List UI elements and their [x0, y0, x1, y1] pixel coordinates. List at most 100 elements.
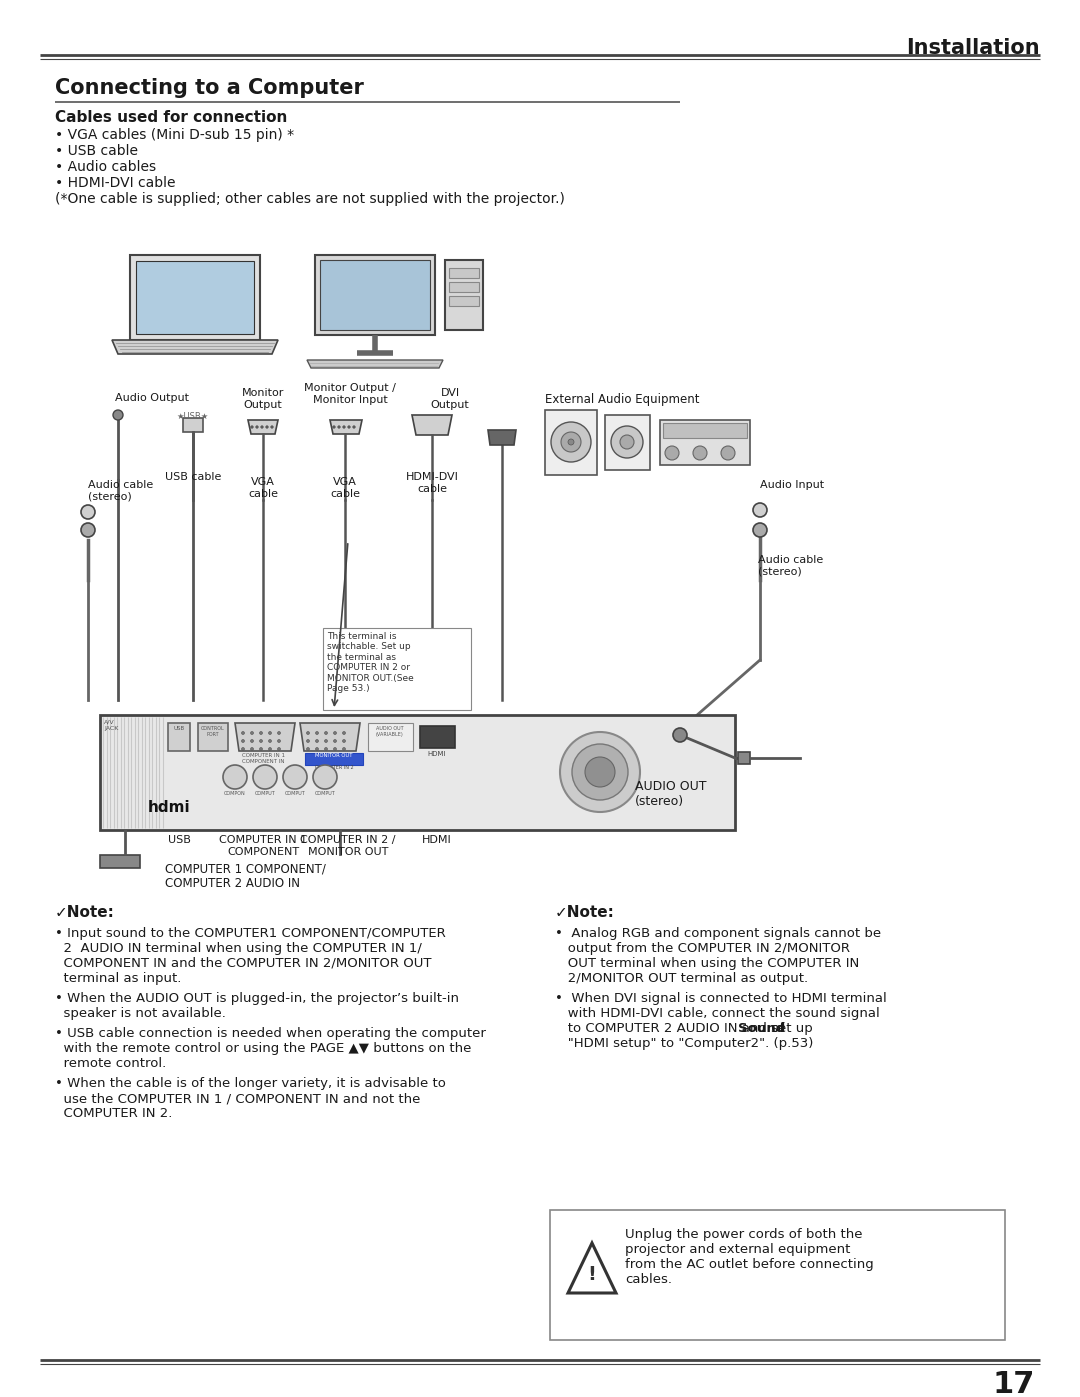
Text: • USB cable connection is needed when operating the computer
  with the remote c: • USB cable connection is needed when op… — [55, 1027, 486, 1070]
Circle shape — [307, 747, 310, 750]
Circle shape — [256, 426, 258, 429]
Text: • When the AUDIO OUT is plugged-in, the projector’s built-in
  speaker is not av: • When the AUDIO OUT is plugged-in, the … — [55, 992, 459, 1020]
Circle shape — [572, 745, 627, 800]
Text: COMPUT: COMPUT — [255, 791, 275, 796]
Bar — [323, 629, 471, 710]
Text: ✓Note:: ✓Note: — [555, 905, 615, 921]
Circle shape — [324, 747, 327, 750]
Polygon shape — [235, 724, 295, 752]
Text: Audio Output: Audio Output — [114, 393, 189, 402]
Circle shape — [271, 426, 273, 429]
Polygon shape — [411, 415, 453, 434]
Text: MONITOR OUT: MONITOR OUT — [315, 753, 353, 759]
Polygon shape — [320, 260, 430, 330]
Text: Audio cable
(stereo): Audio cable (stereo) — [87, 481, 153, 502]
Circle shape — [315, 739, 319, 742]
Text: External Audio Equipment: External Audio Equipment — [545, 393, 700, 407]
Circle shape — [665, 446, 679, 460]
Bar — [738, 752, 750, 764]
Circle shape — [620, 434, 634, 448]
Circle shape — [342, 426, 346, 429]
Circle shape — [283, 766, 307, 789]
Polygon shape — [112, 339, 278, 353]
Text: USB: USB — [167, 835, 190, 845]
Text: Cables used for connection: Cables used for connection — [55, 110, 287, 124]
Bar — [449, 268, 480, 278]
Circle shape — [259, 732, 262, 735]
Text: Audio cable
(stereo): Audio cable (stereo) — [758, 555, 823, 577]
Circle shape — [585, 757, 615, 787]
Text: Monitor Output /
Monitor Input: Monitor Output / Monitor Input — [305, 383, 396, 405]
Text: VGA
cable: VGA cable — [248, 476, 278, 499]
Text: Unplug the power cords of both the
projector and external equipment
from the AC : Unplug the power cords of both the proje… — [625, 1228, 874, 1287]
Circle shape — [324, 739, 327, 742]
Circle shape — [342, 747, 346, 750]
Text: to COMPUTER 2 AUDIO IN and set up: to COMPUTER 2 AUDIO IN and set up — [555, 1023, 816, 1035]
Circle shape — [342, 732, 346, 735]
Text: • USB cable: • USB cable — [55, 144, 138, 158]
Text: of: of — [767, 1023, 784, 1035]
Bar — [100, 715, 125, 830]
Circle shape — [551, 422, 591, 462]
Circle shape — [324, 732, 327, 735]
Bar — [550, 1210, 1005, 1340]
Polygon shape — [100, 715, 735, 830]
Circle shape — [266, 426, 268, 429]
Circle shape — [278, 739, 281, 742]
Text: COMPUTER IN 2: COMPUTER IN 2 — [314, 766, 353, 770]
Text: Monitor
Output: Monitor Output — [242, 388, 284, 409]
Circle shape — [113, 409, 123, 420]
Circle shape — [307, 739, 310, 742]
Polygon shape — [568, 1243, 616, 1294]
Text: 17: 17 — [993, 1370, 1035, 1397]
Circle shape — [278, 747, 281, 750]
Polygon shape — [330, 420, 362, 434]
Circle shape — [693, 446, 707, 460]
Text: HDMI: HDMI — [422, 835, 451, 845]
Polygon shape — [660, 420, 750, 465]
Circle shape — [334, 732, 337, 735]
Circle shape — [353, 426, 355, 429]
Circle shape — [673, 728, 687, 742]
Text: HDMI: HDMI — [428, 752, 446, 757]
Circle shape — [242, 732, 244, 735]
Circle shape — [338, 426, 340, 429]
Text: Audio Input: Audio Input — [760, 481, 824, 490]
Circle shape — [269, 732, 271, 735]
Circle shape — [721, 446, 735, 460]
Text: COMPUTER 1 COMPONENT/
COMPUTER 2 AUDIO IN: COMPUTER 1 COMPONENT/ COMPUTER 2 AUDIO I… — [165, 862, 326, 890]
Circle shape — [81, 504, 95, 520]
Circle shape — [342, 739, 346, 742]
Circle shape — [313, 766, 337, 789]
Circle shape — [334, 747, 337, 750]
Bar — [663, 423, 747, 439]
Bar — [420, 726, 455, 747]
Polygon shape — [315, 256, 435, 335]
Text: USB: USB — [174, 726, 185, 731]
Text: "HDMI setup" to "Computer2". (p.53): "HDMI setup" to "Computer2". (p.53) — [555, 1037, 813, 1051]
Text: A/V
JACK: A/V JACK — [104, 719, 119, 731]
Circle shape — [253, 766, 276, 789]
Bar — [368, 724, 413, 752]
Circle shape — [81, 522, 95, 536]
Circle shape — [260, 426, 264, 429]
Text: • Audio cables: • Audio cables — [55, 161, 157, 175]
Text: VGA
cable: VGA cable — [330, 476, 360, 499]
Circle shape — [348, 426, 350, 429]
Polygon shape — [488, 430, 516, 446]
Circle shape — [251, 426, 253, 429]
Text: DVI
Output: DVI Output — [431, 388, 470, 409]
Bar — [183, 418, 203, 432]
Circle shape — [753, 503, 767, 517]
Circle shape — [269, 747, 271, 750]
Text: (*One cable is supplied; other cables are not supplied with the projector.): (*One cable is supplied; other cables ar… — [55, 191, 565, 205]
Polygon shape — [248, 420, 278, 434]
Text: HDMI-DVI
cable: HDMI-DVI cable — [406, 472, 458, 493]
Text: •  Analog RGB and component signals cannot be
   output from the COMPUTER IN 2/M: • Analog RGB and component signals canno… — [555, 928, 881, 985]
Circle shape — [333, 426, 335, 429]
Text: • When the cable is of the longer variety, it is advisable to
  use the COMPUTER: • When the cable is of the longer variet… — [55, 1077, 446, 1120]
Text: This terminal is
switchable. Set up
the terminal as
COMPUTER IN 2 or
MONITOR OUT: This terminal is switchable. Set up the … — [327, 631, 414, 693]
Text: with HDMI-DVI cable, connect the sound signal: with HDMI-DVI cable, connect the sound s… — [555, 1007, 880, 1020]
Circle shape — [242, 747, 244, 750]
Text: COMPUT: COMPUT — [314, 791, 336, 796]
